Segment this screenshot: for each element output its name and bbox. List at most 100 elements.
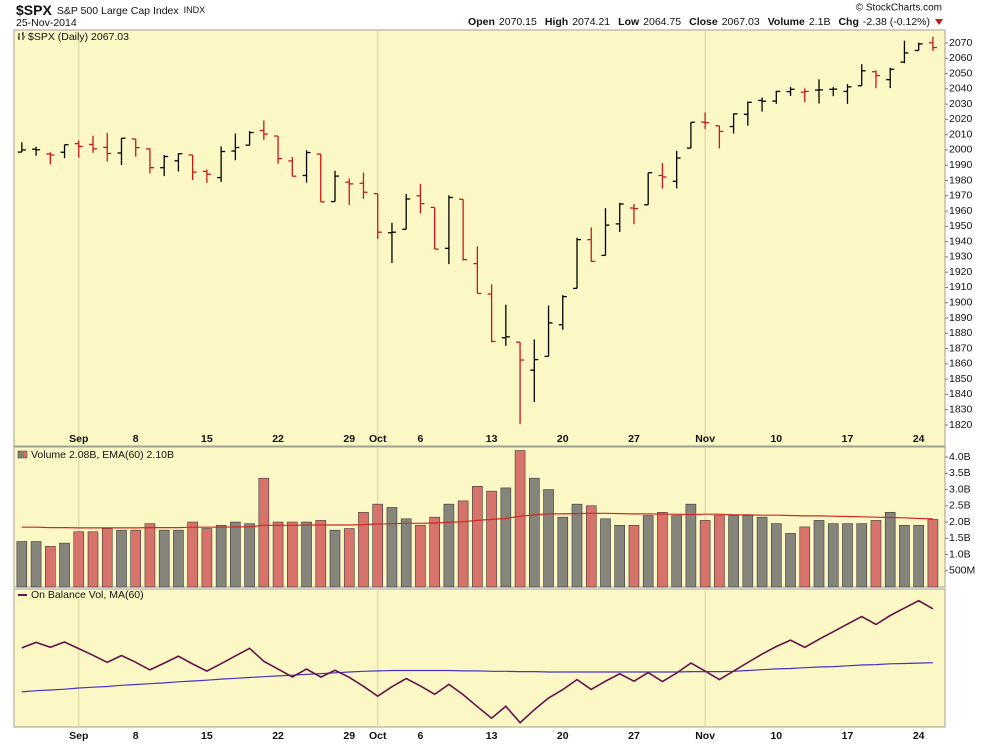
y-tick-label: 1950	[949, 220, 973, 232]
volume-bar	[642, 515, 654, 588]
obv-panel	[13, 588, 946, 728]
volume-bar	[457, 500, 469, 588]
quote-value: 2067.03	[722, 16, 760, 28]
volume-bar	[87, 531, 99, 588]
volume-bar	[358, 511, 369, 588]
volume-bar	[529, 477, 540, 588]
x-tick-label: Sep	[69, 433, 88, 445]
volume-bar	[258, 477, 270, 588]
y-tick-label: 1.0B	[949, 548, 971, 560]
y-tick-label: 1960	[949, 205, 973, 217]
quote-value: 2.1B	[809, 16, 831, 28]
index-name: S&P 500 Large Cap Index	[57, 5, 180, 17]
volume-ema-line	[21, 512, 933, 529]
quote-label: High	[545, 16, 568, 28]
x-tick-label: 24	[913, 730, 925, 742]
y-tick-label: 1920	[949, 266, 973, 278]
x-tick-label: 13	[486, 730, 498, 742]
volume-legend-icon	[22, 450, 28, 459]
y-tick-label: 2020	[949, 113, 973, 125]
x-tick-label: Oct	[369, 433, 387, 445]
volume-bar	[685, 503, 697, 588]
x-tick-label: 29	[343, 433, 355, 445]
quote-line: Open 2070.15 High 2074.21 Low 2064.75 Close 206…	[468, 16, 930, 28]
y-tick-label: 3.0B	[949, 483, 971, 495]
volume-bar	[201, 528, 213, 588]
quote-label: Close	[689, 16, 718, 28]
volume-bar	[600, 518, 611, 588]
x-tick-label: 15	[201, 433, 213, 445]
quote-value: -2.38 (-0.12%)	[863, 16, 930, 28]
y-tick-label: 1970	[949, 190, 973, 202]
y-tick-label: 2.0B	[949, 516, 971, 528]
price-panel	[13, 29, 946, 447]
x-tick-label: 27	[628, 730, 640, 742]
symbol: $SPX	[16, 2, 52, 18]
volume-bar	[315, 520, 327, 588]
quote-value: 2074.21	[572, 16, 610, 28]
volume-bar	[585, 505, 597, 588]
volume-bar	[130, 529, 142, 588]
quote-label: Volume	[768, 16, 805, 28]
volume-bar	[230, 521, 241, 588]
volume-bar	[16, 541, 28, 588]
x-tick-label: 17	[842, 730, 854, 742]
volume-bar	[30, 541, 42, 588]
y-tick-label: 2000	[949, 144, 973, 156]
change-arrow	[935, 19, 943, 25]
x-tick-label: 22	[272, 433, 284, 445]
y-tick-label: 500M	[949, 565, 975, 577]
x-tick-label: 20	[557, 730, 569, 742]
volume-bar	[372, 503, 384, 588]
credit: © StockCharts.com	[856, 3, 942, 14]
y-tick-label: 2.5B	[949, 500, 971, 512]
x-tick-label: Sep	[69, 730, 88, 742]
y-tick-label: 2030	[949, 98, 973, 110]
obv-ma-line	[21, 662, 933, 693]
volume-bar	[771, 523, 782, 588]
y-tick-label: 1910	[949, 281, 973, 293]
volume-bar	[101, 528, 113, 588]
x-tick-label: 10	[770, 730, 782, 742]
y-tick-label: 1900	[949, 297, 973, 309]
y-tick-label: 1860	[949, 358, 973, 370]
x-tick-label: 17	[842, 433, 854, 445]
volume-bar	[557, 516, 569, 588]
volume-bar	[386, 507, 398, 588]
volume-bar	[287, 521, 298, 588]
x-tick-label: 20	[557, 433, 569, 445]
y-tick-label: 1830	[949, 403, 973, 415]
quote-value: 2070.15	[499, 16, 537, 28]
y-tick-label: 1940	[949, 235, 973, 247]
volume-bar	[913, 524, 924, 588]
volume-bar	[329, 529, 341, 588]
volume-bar	[785, 533, 796, 588]
volume-bar	[657, 511, 668, 588]
chart-header: $SPX S&P 500 Large Cap Index INDX	[16, 2, 205, 18]
volume-bar	[756, 516, 768, 588]
y-tick-label: 1930	[949, 251, 973, 263]
volume-bar	[215, 524, 227, 588]
y-tick-label: 2010	[949, 128, 973, 140]
volume-bar	[486, 490, 497, 588]
y-tick-label: 1.5B	[949, 532, 971, 544]
volume-bar	[884, 511, 896, 588]
volume-bar	[842, 523, 853, 588]
x-tick-label: 29	[343, 730, 355, 742]
volume-bar	[899, 524, 910, 588]
volume-bar	[742, 515, 754, 588]
volume-bar	[73, 531, 85, 588]
y-tick-label: 1850	[949, 373, 973, 385]
volume-panel-label: Volume 2.08B, EMA(60) 2.10B	[31, 449, 174, 461]
volume-bar	[429, 516, 440, 588]
volume-bar	[144, 523, 156, 588]
quote-label: Open	[468, 16, 495, 28]
volume-bar	[614, 524, 626, 588]
volume-bar	[927, 519, 939, 588]
y-tick-label: 1840	[949, 388, 973, 400]
chart-date: 25-Nov-2014	[16, 17, 77, 29]
x-tick-label: Nov	[695, 433, 715, 445]
volume-bar	[856, 523, 868, 588]
quote-label: Chg	[838, 16, 858, 28]
